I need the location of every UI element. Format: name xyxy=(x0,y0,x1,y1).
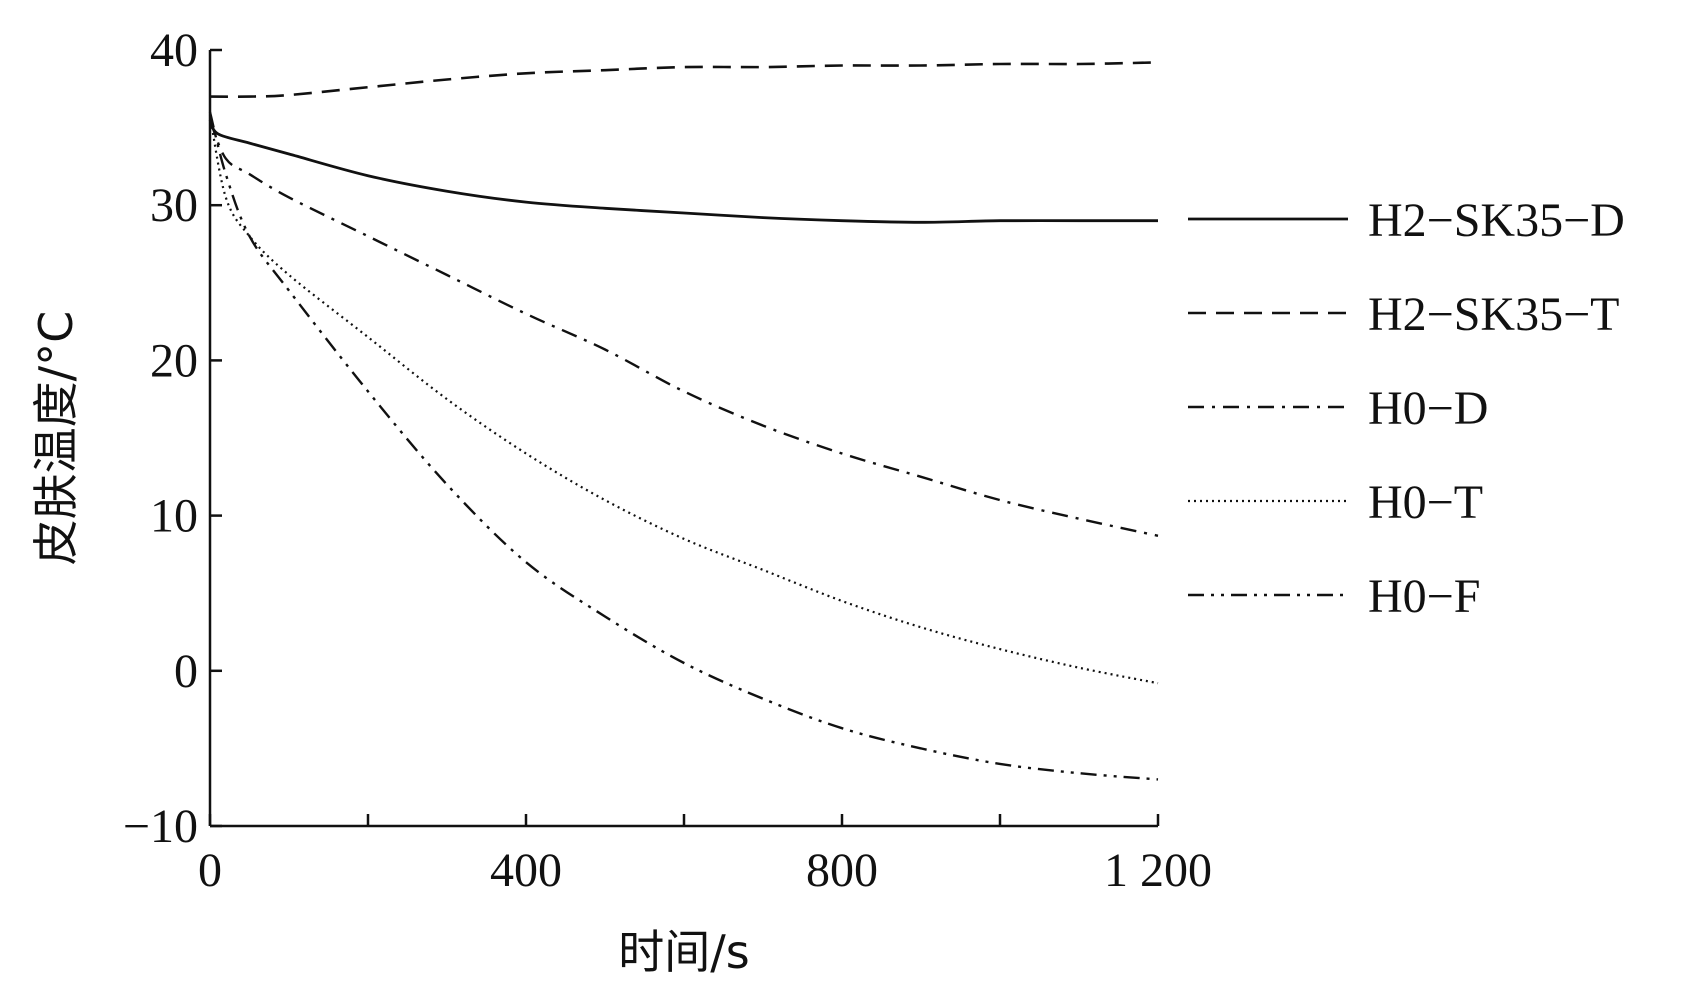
legend-label-3: H0−D xyxy=(1368,382,1488,435)
x-tick-label: 800 xyxy=(806,844,878,897)
x-tick-label: 400 xyxy=(490,844,562,897)
y-tick-label: 0 xyxy=(174,645,198,698)
series-line-1 xyxy=(208,119,1158,224)
y-axis-title: 皮肤温度/°C xyxy=(29,311,83,566)
y-tick-label: 40 xyxy=(150,24,198,77)
legend-label-5: H0−F xyxy=(1368,570,1480,623)
legend-label-4: H0−T xyxy=(1368,476,1483,529)
series-line-2 xyxy=(209,61,1159,98)
plot-area xyxy=(208,61,1159,781)
legend-label-1: H2−SK35−D xyxy=(1368,194,1625,247)
legend: H2−SK35−D H2−SK35−T H0−D H0−T H0−F xyxy=(1188,194,1625,623)
x-axis-title: 时间/s xyxy=(618,925,749,979)
series-line-4 xyxy=(208,114,1159,685)
series-line-5 xyxy=(208,111,1159,781)
y-tick-label: −10 xyxy=(123,800,198,853)
y-tick-label: 30 xyxy=(150,179,198,232)
y-tick-label: 10 xyxy=(150,490,198,543)
series-line-3 xyxy=(208,119,1159,537)
legend-label-2: H2−SK35−T xyxy=(1368,288,1619,341)
x-tick-label: 0 xyxy=(198,844,222,897)
y-tick-label: 20 xyxy=(150,334,198,387)
x-tick-label: 1 200 xyxy=(1104,844,1212,897)
axes xyxy=(208,50,1158,828)
